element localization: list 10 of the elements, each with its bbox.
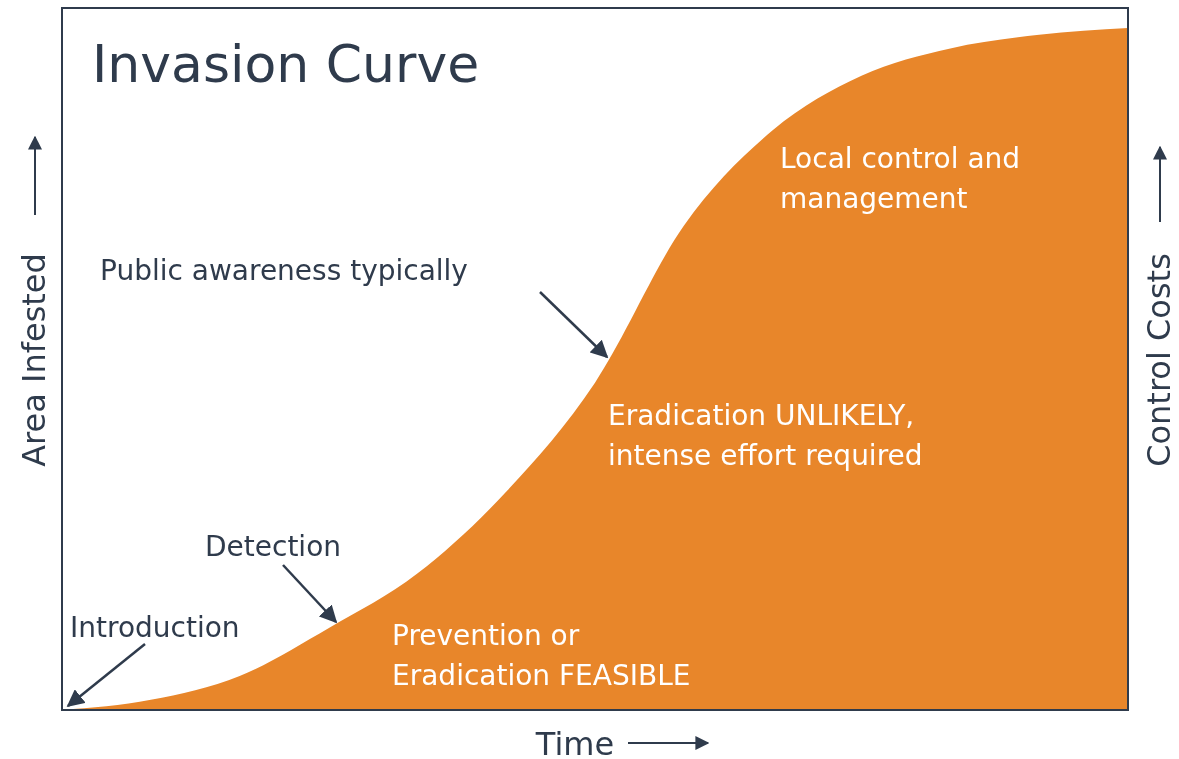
annotation: Introduction (70, 611, 240, 644)
chart-title: Invasion Curve (92, 34, 480, 94)
x-axis-title: Time (534, 725, 615, 759)
annotation: Public awareness typically (100, 254, 468, 287)
y2-axis-title: Control Costs (1140, 253, 1178, 467)
annotation: Detection (205, 530, 342, 563)
annotation: Local control and management (780, 142, 1021, 215)
y-axis-title: Area Infested (15, 253, 53, 467)
annotation: Eradication UNLIKELY, intense effort required (608, 399, 923, 472)
annotation: Prevention or Eradication FEASIBLE (392, 619, 691, 692)
